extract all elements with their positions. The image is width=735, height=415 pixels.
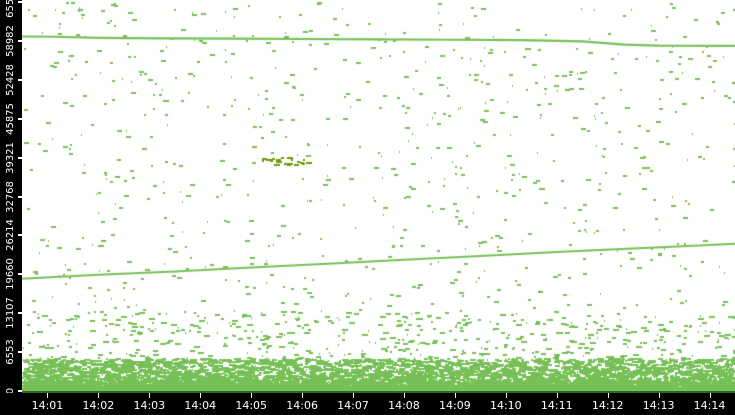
x-tick-mark: [200, 393, 202, 398]
x-tick-label: 14:07: [337, 399, 369, 412]
x-tick-label: 14:03: [133, 399, 166, 412]
y-tick-label: 32768: [5, 180, 16, 213]
x-tick-label: 14:06: [286, 399, 318, 412]
x-tick-label: 14:01: [31, 399, 64, 412]
x-tick-mark: [149, 393, 151, 398]
y-tick-mark: [18, 39, 22, 42]
x-tick-mark: [454, 393, 456, 398]
x-tick-mark: [556, 393, 558, 398]
x-tick-label: 14:11: [540, 399, 573, 412]
x-tick-label: 14:09: [439, 399, 471, 412]
x-axis: [0, 393, 735, 415]
x-tick-mark: [709, 393, 711, 398]
y-tick-label: 58982: [5, 24, 16, 57]
x-tick-label: 14:04: [184, 399, 217, 412]
y-tick-mark: [18, 78, 22, 81]
x-tick-mark: [47, 393, 49, 398]
x-tick-label: 14:10: [489, 399, 522, 412]
x-tick-mark: [607, 393, 609, 398]
x-tick-mark: [251, 393, 253, 398]
x-tick-mark: [403, 393, 405, 398]
y-tick-label: 52428: [5, 63, 16, 96]
y-tick-mark: [18, 195, 22, 198]
y-tick-mark: [18, 351, 22, 354]
y-tick-label: 26214: [5, 219, 16, 252]
y-tick-mark: [18, 117, 22, 120]
x-tick-mark: [505, 393, 507, 398]
x-tick-mark: [658, 393, 660, 398]
x-tick-label: 14:08: [388, 399, 420, 412]
y-tick-mark: [18, 156, 22, 159]
x-tick-label: 14:02: [82, 399, 115, 412]
y-tick-label: 13107: [5, 297, 16, 330]
y-tick-mark: [18, 273, 22, 276]
y-tick-label: 45875: [5, 102, 16, 135]
y-tick-label: 6553: [5, 339, 16, 365]
y-tick-mark: [18, 234, 22, 237]
plot-canvas: [22, 0, 735, 393]
zero-baseline: [22, 391, 735, 393]
y-tick-mark: [18, 312, 22, 315]
y-tick-label: 19660: [5, 258, 16, 291]
y-axis: 0 6553 13107 19660 26214 32768 39321 45875 52428…: [0, 0, 22, 394]
plot-area[interactable]: [22, 0, 735, 393]
x-tick-label: 14:05: [235, 399, 268, 412]
x-tick-mark: [302, 393, 304, 398]
x-tick-mark: [98, 393, 100, 398]
x-tick-label: 14:14: [693, 399, 726, 412]
y-tick-label: 65536: [5, 0, 16, 18]
x-tick-label: 14:13: [642, 399, 675, 412]
x-tick-mark: [353, 393, 355, 398]
y-tick-mark: [18, 390, 22, 392]
x-tick-label: 14:12: [591, 399, 624, 412]
y-tick-mark: [18, 1, 22, 3]
y-tick-label: 39321: [5, 141, 16, 174]
